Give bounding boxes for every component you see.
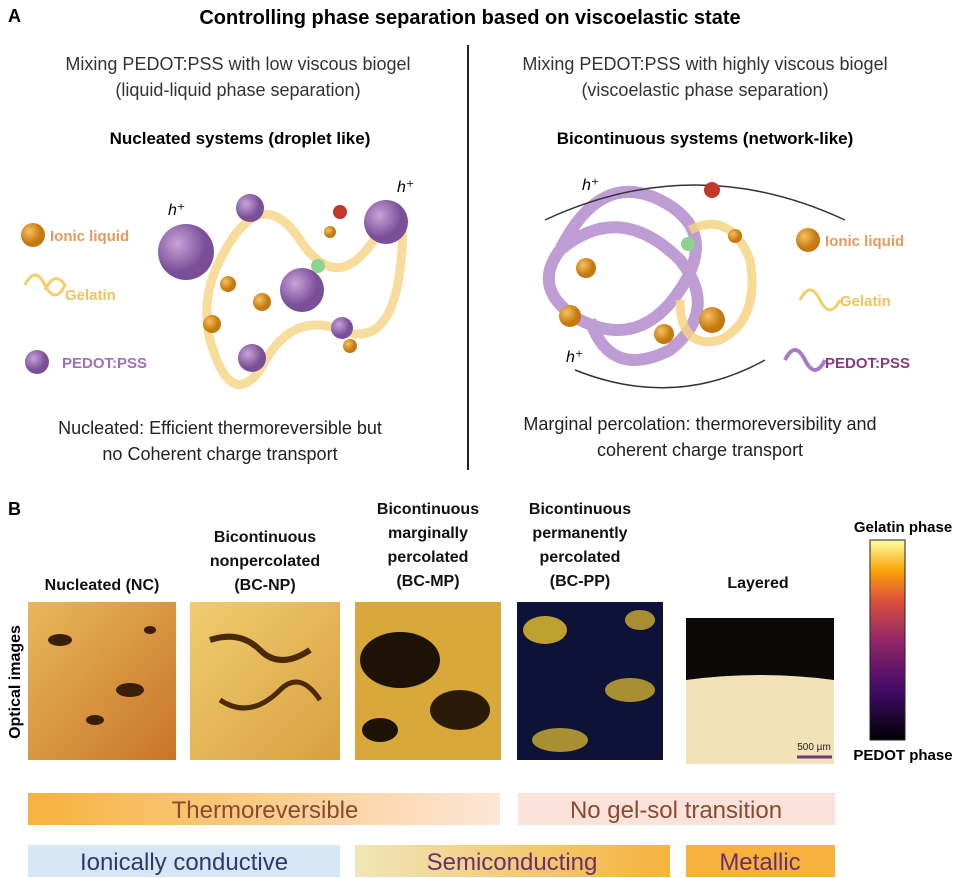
optical-image: [355, 602, 501, 760]
image-label: Bicontinuous: [214, 529, 316, 546]
intro: (viscoelastic phase separation): [581, 80, 828, 100]
property-band: [28, 793, 500, 825]
caption: no Coherent charge transport: [102, 444, 337, 464]
band-label: Thermoreversible: [172, 797, 359, 824]
image-label: nonpercolated: [210, 553, 320, 570]
property-band: [686, 845, 835, 877]
image-label: Nucleated (NC): [45, 577, 160, 594]
band-label: Metallic: [719, 849, 800, 876]
optical-image: [517, 602, 663, 760]
panel-label: A: [8, 6, 21, 26]
image-label: percolated: [388, 549, 469, 566]
image-label: (BC-MP): [396, 573, 459, 590]
annotation: h⁺: [566, 349, 583, 366]
caption: Marginal percolation: thermoreversibilit…: [523, 414, 876, 434]
annotation: h⁺: [397, 179, 414, 196]
legend-icon: [25, 350, 49, 374]
optical-image: [190, 602, 340, 760]
intro: Mixing PEDOT:PSS with low viscous biogel: [65, 54, 410, 74]
band-label: No gel-sol transition: [570, 797, 782, 824]
panel-label: B: [8, 499, 21, 519]
image-label: Layered: [727, 575, 788, 592]
image-label: (BC-PP): [550, 573, 610, 590]
nucleated-illustration: [158, 194, 408, 389]
image-label: percolated: [540, 549, 621, 566]
image-label: Bicontinuous: [377, 501, 479, 518]
colorbar-label: PEDOT phase: [853, 747, 952, 764]
caption: coherent charge transport: [597, 440, 803, 460]
legend-icon: [798, 288, 842, 312]
legend-label: Ionic liquid: [50, 228, 129, 245]
image-label: marginally: [388, 525, 468, 542]
legend-icon: [796, 228, 820, 252]
legend-icon: [23, 273, 67, 297]
colorbar: [869, 539, 906, 741]
heading: Nucleated systems (droplet like): [110, 129, 371, 148]
colorbar-label: Gelatin phase: [854, 519, 952, 536]
legend-label: Gelatin: [65, 287, 116, 304]
heading: Bicontinuous systems (network-like): [557, 129, 854, 148]
optical-image: [686, 618, 834, 764]
legend-icon: [783, 348, 827, 372]
intro: Mixing PEDOT:PSS with highly viscous bio…: [522, 54, 887, 74]
image-label: permanently: [532, 525, 627, 542]
title: Controlling phase separation based on vi…: [199, 7, 740, 29]
axis-label: Optical images: [7, 625, 24, 739]
legend-icon: [21, 223, 45, 247]
legend-label: PEDOT:PSS: [62, 355, 147, 372]
property-band: [518, 793, 835, 825]
optical-image: [28, 602, 176, 760]
legend-label: PEDOT:PSS: [825, 355, 910, 372]
image-label: (BC-NP): [234, 577, 295, 594]
bicontinuous-illustration: [542, 182, 846, 389]
image-label: Bicontinuous: [529, 501, 631, 518]
legend-label: Gelatin: [840, 293, 891, 310]
property-band: [355, 845, 670, 877]
property-band: [28, 845, 340, 877]
band-label: Semiconducting: [427, 849, 598, 876]
band-label: Ionically conductive: [80, 849, 288, 876]
legend-label: Ionic liquid: [825, 233, 904, 250]
intro: (liquid-liquid phase separation): [115, 80, 360, 100]
caption: Nucleated: Efficient thermoreversible bu…: [58, 418, 382, 438]
annotation: h⁺: [168, 202, 185, 219]
scale-bar-label: 500 µm: [797, 742, 831, 753]
annotation: h⁺: [582, 177, 599, 194]
